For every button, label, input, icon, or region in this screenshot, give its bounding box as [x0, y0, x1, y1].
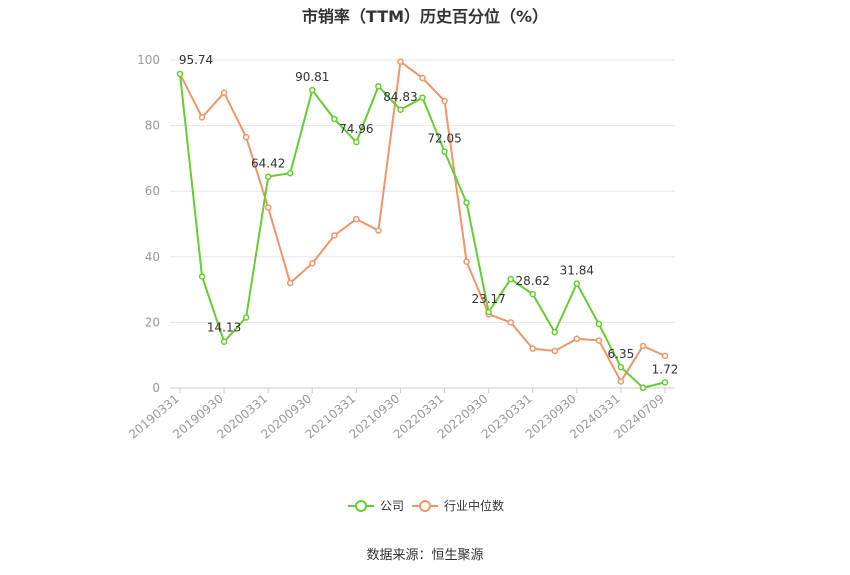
- data-point-1[interactable]: [661, 352, 669, 360]
- data-point-0[interactable]: [264, 173, 272, 180]
- data-point-0[interactable]: [198, 273, 206, 280]
- data-point-0[interactable]: [309, 86, 316, 94]
- data-point-0[interactable]: [242, 314, 250, 321]
- y-tick-label: 100: [137, 53, 160, 67]
- data-point-1[interactable]: [617, 378, 625, 385]
- data-point-0[interactable]: [331, 115, 338, 123]
- data-point-1[interactable]: [595, 337, 603, 344]
- data-point-1[interactable]: [286, 279, 294, 287]
- legend-company-marker: [355, 500, 367, 512]
- y-tick-label: 0: [152, 381, 160, 395]
- legend-company-label: 公司: [380, 499, 404, 513]
- data-point-1[interactable]: [309, 260, 316, 267]
- y-tick-label: 80: [145, 119, 160, 133]
- data-labels: 95.74 14.13 64.42 90.81 74.96 84.83 72.05 23.17…: [179, 53, 679, 376]
- series-points: [176, 58, 669, 391]
- data-point-1[interactable]: [242, 133, 250, 141]
- data-label: 23.17: [471, 292, 505, 306]
- data-point-0[interactable]: [485, 308, 492, 316]
- data-point-0[interactable]: [463, 199, 470, 206]
- data-point-1[interactable]: [573, 335, 581, 343]
- x-axis: 2019033120190930202003312020093020210331…: [126, 387, 675, 442]
- data-point-1[interactable]: [639, 342, 647, 350]
- data-point-0[interactable]: [617, 363, 625, 371]
- data-label: 28.62: [516, 274, 550, 288]
- legend[interactable]: 公司 行业中位数: [348, 498, 504, 513]
- data-label: 14.13: [207, 321, 241, 335]
- data-point-1[interactable]: [463, 258, 470, 265]
- data-label: 6.35: [608, 347, 635, 361]
- series-line-1: [179, 59, 666, 384]
- data-point-0[interactable]: [397, 106, 404, 114]
- data-point-1[interactable]: [529, 345, 536, 352]
- data-point-0[interactable]: [507, 275, 514, 283]
- series-lines: [179, 59, 666, 389]
- data-source: 数据来源：恒生聚源: [366, 548, 483, 563]
- data-point-1[interactable]: [353, 215, 360, 223]
- data-label: 72.05: [427, 132, 461, 146]
- data-point-1[interactable]: [198, 114, 206, 121]
- data-label: 64.42: [251, 157, 285, 171]
- data-point-0[interactable]: [286, 169, 294, 177]
- data-point-0[interactable]: [529, 290, 536, 298]
- chart-title: 市销率（TTM）历史百分位（%）: [302, 7, 548, 26]
- data-point-0[interactable]: [441, 148, 448, 155]
- data-label: 1.72: [652, 362, 679, 376]
- data-label: 95.74: [179, 53, 213, 67]
- data-point-0[interactable]: [639, 384, 647, 391]
- data-point-0[interactable]: [551, 328, 559, 336]
- data-point-1[interactable]: [397, 58, 404, 65]
- y-tick-label: 20: [145, 315, 160, 329]
- legend-item-company[interactable]: 公司: [348, 499, 404, 513]
- data-label: 84.83: [383, 90, 417, 104]
- data-point-1[interactable]: [507, 319, 514, 326]
- data-point-1[interactable]: [264, 204, 272, 211]
- data-point-0[interactable]: [375, 82, 382, 90]
- legend-industry-label: 行业中位数: [444, 498, 504, 513]
- y-tick-label: 40: [145, 250, 160, 264]
- data-point-0[interactable]: [419, 94, 426, 101]
- legend-industry-marker: [419, 500, 431, 512]
- legend-item-industry-median[interactable]: 行业中位数: [412, 498, 504, 513]
- grid-lines: [170, 59, 675, 323]
- data-point-0[interactable]: [353, 138, 360, 146]
- data-point-0[interactable]: [573, 280, 581, 287]
- data-point-0[interactable]: [595, 320, 603, 328]
- data-point-0[interactable]: [176, 70, 184, 78]
- data-point-0[interactable]: [220, 338, 228, 345]
- data-point-0[interactable]: [661, 379, 669, 386]
- data-point-1[interactable]: [220, 89, 228, 97]
- data-point-1[interactable]: [419, 74, 426, 82]
- data-point-1[interactable]: [551, 347, 559, 355]
- data-point-1[interactable]: [331, 232, 338, 239]
- data-label: 31.84: [560, 264, 594, 278]
- data-label: 74.96: [339, 122, 373, 136]
- data-point-1[interactable]: [441, 97, 448, 105]
- y-axis-ticks: 0 20 40 60 80 100: [137, 53, 160, 395]
- data-point-1[interactable]: [375, 227, 382, 234]
- y-tick-label: 60: [145, 184, 160, 198]
- data-label: 90.81: [295, 70, 329, 84]
